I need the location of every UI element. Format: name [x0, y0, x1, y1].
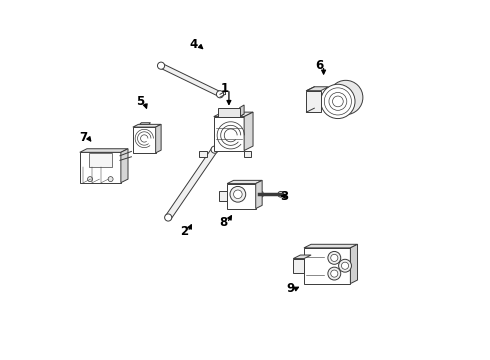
- Polygon shape: [214, 117, 244, 150]
- Polygon shape: [121, 149, 128, 183]
- Circle shape: [342, 262, 348, 269]
- Text: 5: 5: [136, 95, 144, 108]
- Polygon shape: [227, 180, 262, 184]
- Circle shape: [331, 270, 338, 277]
- Polygon shape: [256, 190, 263, 199]
- Polygon shape: [214, 112, 253, 117]
- Circle shape: [217, 91, 223, 98]
- Text: 4: 4: [190, 38, 198, 51]
- Polygon shape: [256, 180, 262, 208]
- Polygon shape: [244, 150, 251, 157]
- Polygon shape: [306, 87, 329, 91]
- Text: 6: 6: [316, 59, 323, 72]
- Polygon shape: [80, 152, 121, 183]
- Polygon shape: [218, 108, 240, 117]
- Circle shape: [165, 214, 172, 221]
- Text: 3: 3: [280, 190, 288, 203]
- Circle shape: [331, 254, 338, 261]
- Polygon shape: [199, 150, 207, 157]
- Text: 1: 1: [221, 82, 229, 95]
- Circle shape: [328, 267, 341, 280]
- Polygon shape: [160, 63, 221, 96]
- Text: 9: 9: [287, 283, 295, 296]
- Circle shape: [278, 192, 284, 197]
- Text: 8: 8: [219, 216, 227, 229]
- Circle shape: [234, 190, 242, 199]
- Circle shape: [211, 146, 218, 153]
- Circle shape: [328, 251, 341, 264]
- Circle shape: [321, 84, 355, 118]
- Polygon shape: [304, 248, 350, 284]
- Circle shape: [88, 177, 93, 181]
- Polygon shape: [306, 91, 321, 112]
- Text: 2: 2: [180, 225, 188, 238]
- Polygon shape: [293, 258, 304, 273]
- Polygon shape: [240, 105, 244, 117]
- Polygon shape: [156, 124, 161, 153]
- Circle shape: [329, 80, 363, 114]
- Circle shape: [339, 259, 351, 272]
- Text: 7: 7: [80, 131, 88, 144]
- Circle shape: [157, 62, 165, 69]
- Polygon shape: [220, 191, 227, 202]
- Polygon shape: [140, 123, 150, 124]
- Polygon shape: [350, 244, 358, 284]
- Polygon shape: [244, 112, 253, 150]
- Polygon shape: [304, 244, 358, 248]
- Circle shape: [230, 186, 245, 202]
- Circle shape: [108, 177, 113, 181]
- Polygon shape: [227, 184, 256, 208]
- Polygon shape: [89, 153, 112, 167]
- Polygon shape: [133, 127, 156, 153]
- Polygon shape: [166, 148, 217, 219]
- Polygon shape: [133, 124, 161, 127]
- Polygon shape: [293, 255, 311, 258]
- Polygon shape: [80, 149, 128, 152]
- Polygon shape: [218, 114, 244, 117]
